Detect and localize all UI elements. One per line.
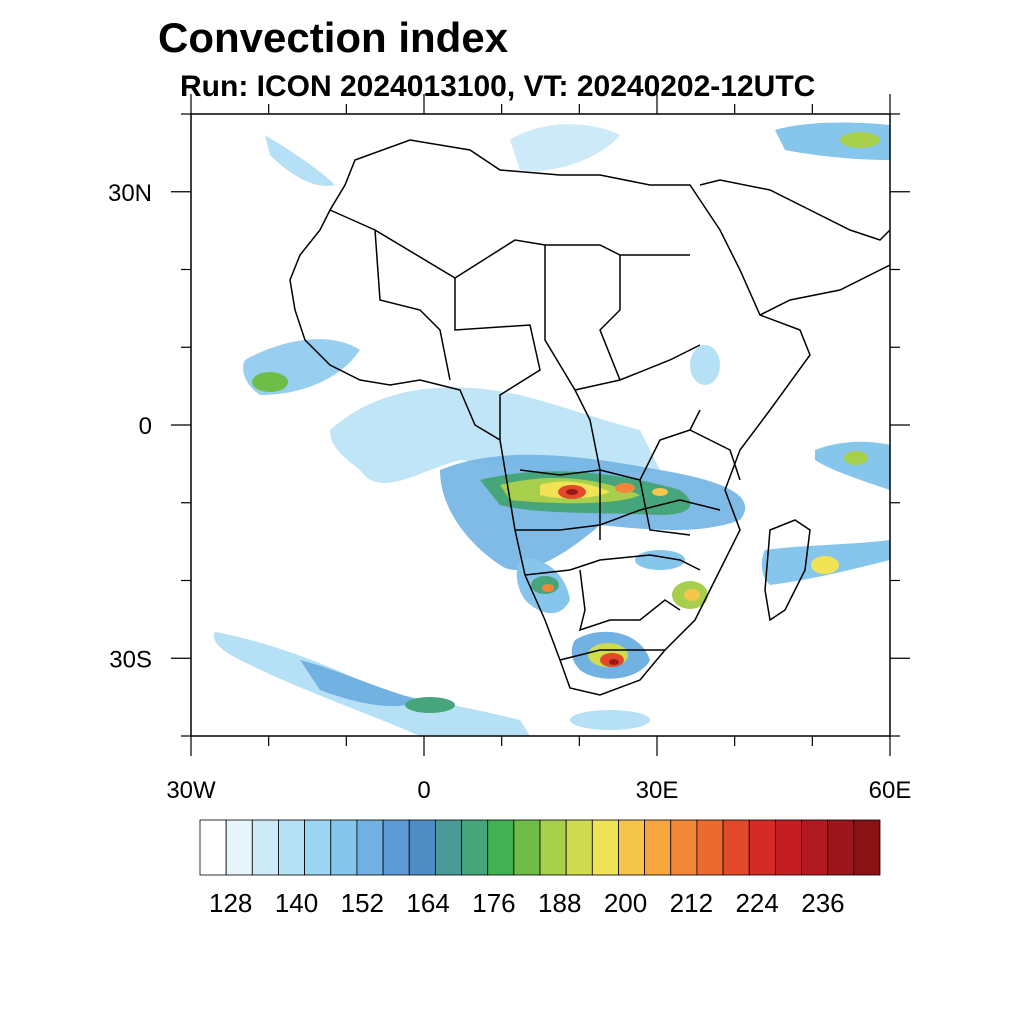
axis-tick-labels: 30W 0 30E 60E 30N 0 30S <box>108 180 911 804</box>
colorbar-swatch <box>408 819 436 876</box>
colorbar-label: 188 <box>538 888 581 918</box>
south-atlantic-band <box>213 632 530 736</box>
africa-coastline <box>289 139 811 696</box>
colorbar-swatch <box>513 819 541 876</box>
colorbar-swatch <box>644 819 672 876</box>
colorbar-label: 212 <box>670 888 713 918</box>
colorbar-label: 224 <box>735 888 778 918</box>
colorbar-swatch <box>696 819 724 876</box>
lon-tick-label: 30W <box>166 777 216 804</box>
colorbar: 128 140 152 164 176 188 200 212 224 236 <box>199 819 881 918</box>
colorbar-swatch <box>722 819 750 876</box>
lat-tick-label: 30N <box>108 180 152 207</box>
convection-field <box>213 122 890 736</box>
colorbar-label: 176 <box>472 888 515 918</box>
colorbar-swatch <box>827 819 855 876</box>
lon-tick-label: 0 <box>417 777 430 804</box>
colorbar-label: 236 <box>801 888 844 918</box>
indian-ocean-cell <box>815 441 890 490</box>
lat-tick-label: 0 <box>139 413 152 440</box>
colorbar-label: 128 <box>209 888 252 918</box>
lon-tick-label: 60E <box>869 777 912 804</box>
colorbar-swatch <box>748 819 776 876</box>
colorbar-swatch <box>434 819 462 876</box>
colorbar-swatch <box>487 819 515 876</box>
colorbar-swatch <box>539 819 567 876</box>
colorbar-swatch <box>565 819 593 876</box>
country-borders <box>289 139 890 696</box>
colorbar-swatch <box>225 819 253 876</box>
colorbar-swatch <box>330 819 358 876</box>
colorbar-swatch <box>618 819 646 876</box>
axis-ticks <box>171 94 910 756</box>
colorbar-swatch <box>853 819 881 876</box>
colorbar-swatch <box>591 819 619 876</box>
colorbar-swatch <box>278 819 306 876</box>
colorbar-swatch <box>356 819 384 876</box>
colorbar-swatch <box>461 819 489 876</box>
colorbar-swatch <box>199 819 227 876</box>
colorbar-label: 140 <box>275 888 318 918</box>
colorbar-swatch <box>774 819 802 876</box>
colorbar-swatch <box>304 819 332 876</box>
colorbar-swatch <box>251 819 279 876</box>
colorbar-swatch <box>670 819 698 876</box>
colorbar-label: 152 <box>341 888 384 918</box>
map-title: Convection index <box>158 14 509 61</box>
colorbar-label: 200 <box>604 888 647 918</box>
map-subtitle: Run: ICON 2024013100, VT: 20240202-12UTC <box>180 70 816 103</box>
lat-tick-label: 30S <box>109 646 152 673</box>
colorbar-swatch <box>801 819 829 876</box>
colorbar-label: 164 <box>406 888 449 918</box>
colorbar-swatch <box>382 819 410 876</box>
lon-tick-label: 30E <box>636 777 679 804</box>
